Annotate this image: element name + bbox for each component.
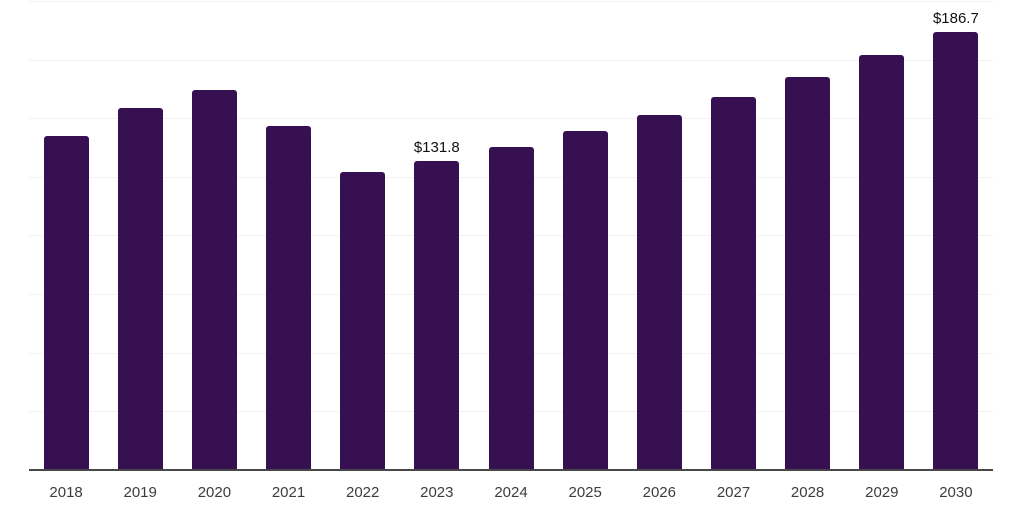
bar-2028[interactable]	[785, 77, 831, 470]
data-label-2023: $131.8	[413, 138, 460, 156]
gridline-150	[29, 118, 993, 119]
bar-2020[interactable]	[191, 90, 237, 470]
bar-2027[interactable]	[711, 96, 756, 470]
x-tick-2027: 2027	[716, 484, 751, 501]
bar-2030[interactable]	[933, 32, 979, 470]
gridline-175	[29, 60, 993, 61]
x-tick-2019: 2019	[123, 484, 157, 501]
bar-2019[interactable]	[117, 108, 163, 470]
bar-2018[interactable]	[43, 135, 89, 470]
bar-2024[interactable]	[488, 147, 534, 470]
x-tick-2021: 2021	[271, 484, 306, 501]
gridline-200	[29, 1, 993, 2]
x-tick-2022: 2022	[346, 484, 380, 501]
data-label-2030: $186.7	[932, 10, 979, 28]
x-tick-2030: 2030	[939, 484, 973, 501]
x-tick-2026: 2026	[642, 484, 676, 501]
x-tick-2025: 2025	[568, 484, 602, 501]
bar-2026[interactable]	[636, 114, 682, 470]
bar-2029[interactable]	[859, 54, 905, 470]
x-tick-2020: 2020	[197, 484, 232, 501]
x-tick-2018: 2018	[49, 484, 83, 501]
bar-2022[interactable]	[340, 172, 386, 470]
x-axis-line	[29, 469, 993, 471]
x-tick-2028: 2028	[790, 484, 825, 501]
bar-2023[interactable]	[414, 160, 460, 470]
x-tick-2023: 2023	[420, 484, 454, 501]
x-tick-2024: 2024	[494, 484, 528, 501]
x-tick-2029: 2029	[865, 484, 899, 501]
bar-2025[interactable]	[562, 131, 608, 470]
bar-2021[interactable]	[266, 125, 311, 470]
